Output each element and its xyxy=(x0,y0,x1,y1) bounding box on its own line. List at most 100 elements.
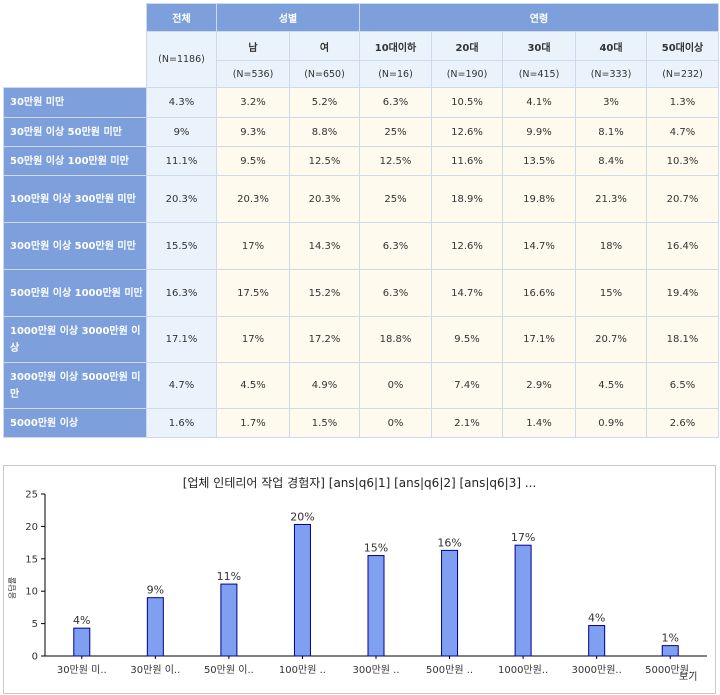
data-label: 1% xyxy=(661,632,678,645)
value-cell: 1.3% xyxy=(646,87,719,118)
value-cell: 15% xyxy=(575,269,647,317)
value-cell: 4.5% xyxy=(216,362,290,409)
value-cell: 18% xyxy=(575,222,647,270)
table-row: 5000만원 이상 1.6% 1.7% 1.5% 0% 2.1% 1.4% 0.9% 2.6% xyxy=(3,408,719,438)
value-cell: 5.2% xyxy=(289,87,360,118)
value-cell: 16.4% xyxy=(646,222,719,270)
value-cell: 4.5% xyxy=(575,362,647,409)
value-cell: 10.3% xyxy=(646,146,719,176)
row-label: 5000만원 이상 xyxy=(3,408,147,438)
bar xyxy=(146,597,164,657)
total-cell: 1.6% xyxy=(146,408,217,438)
bar xyxy=(588,625,606,657)
value-cell: 14.7% xyxy=(431,269,503,317)
value-cell: 19.8% xyxy=(502,175,576,223)
value-cell: 11.6% xyxy=(431,146,503,176)
header-sub-label: 여 xyxy=(289,31,360,61)
value-cell: 6.3% xyxy=(359,269,432,317)
header-sub-label: 40대 xyxy=(575,31,647,61)
value-cell: 3.2% xyxy=(216,87,290,118)
value-cell: 18.1% xyxy=(646,316,719,363)
value-cell: 17.5% xyxy=(216,269,290,317)
value-cell: 17% xyxy=(216,222,290,270)
value-cell: 15.2% xyxy=(289,269,360,317)
x-tick-label: 50만원 이.. xyxy=(204,664,254,676)
header-sub-label: 20대 xyxy=(431,31,503,61)
row-label: 500만원 이상 1000만원 미만 xyxy=(3,269,147,317)
value-cell: 9.3% xyxy=(216,117,290,147)
data-label: 20% xyxy=(290,510,314,523)
value-cell: 19.4% xyxy=(646,269,719,317)
value-cell: 25% xyxy=(359,117,432,147)
x-tick-label: 5000만원.. xyxy=(645,664,695,676)
table-row: 30만원 미만 4.3% 3.2% 5.2% 6.3% 10.5% 4.1% 3% 1.3% xyxy=(3,87,719,118)
value-cell: 21.3% xyxy=(575,175,647,223)
data-label: 9% xyxy=(147,584,164,597)
bar xyxy=(441,549,459,657)
value-cell: 25% xyxy=(359,175,432,223)
y-tick-label: 20 xyxy=(25,522,38,533)
total-cell: 16.3% xyxy=(146,269,217,317)
header-sub-label: 10대이하 xyxy=(359,31,432,61)
value-cell: 2.6% xyxy=(646,408,719,438)
total-cell: 17.1% xyxy=(146,316,217,363)
view-link[interactable]: 보기 xyxy=(679,672,698,683)
value-cell: 10.5% xyxy=(431,87,503,118)
header-total: 전체 xyxy=(146,3,217,32)
y-axis-label: 응답률 xyxy=(7,577,17,599)
header-total-n: (N=1186) xyxy=(146,31,217,88)
value-cell: 12.6% xyxy=(431,222,503,270)
x-tick-label: 300만원 .. xyxy=(352,664,399,676)
value-cell: 8.4% xyxy=(575,146,647,176)
value-cell: 16.6% xyxy=(502,269,576,317)
y-tick-label: 15 xyxy=(25,554,38,565)
value-cell: 18.8% xyxy=(359,316,432,363)
value-cell: 9.9% xyxy=(502,117,576,147)
value-cell: 0.9% xyxy=(575,408,647,438)
value-cell: 2.9% xyxy=(502,362,576,409)
value-cell: 1.7% xyxy=(216,408,290,438)
value-cell: 1.4% xyxy=(502,408,576,438)
header-sub-n: (N=333) xyxy=(575,60,647,88)
value-cell: 17.1% xyxy=(502,316,576,363)
data-label: 16% xyxy=(437,536,461,549)
value-cell: 2.1% xyxy=(431,408,503,438)
table-row: 500만원 이상 1000만원 미만 16.3% 17.5% 15.2% 6.3% 14.… xyxy=(3,269,719,317)
x-tick-label: 30만원 이.. xyxy=(130,664,180,676)
value-cell: 20.7% xyxy=(646,175,719,223)
table-corner xyxy=(3,3,147,88)
value-cell: 8.1% xyxy=(575,117,647,147)
header-sub-n: (N=536) xyxy=(216,60,290,88)
chart-panel: 0 5 10 15 20 25 응답률 4% 30만원 미.. 9% 30만원 이.. 11% 50만원… xyxy=(3,465,716,694)
value-cell: 7.4% xyxy=(431,362,503,409)
table-row: 50만원 이상 100만원 미만 11.1% 9.5% 12.5% 12.5% 11.6%… xyxy=(3,146,719,176)
data-label: 4% xyxy=(73,614,90,627)
crosstab-table: 전체 성별 연령 (N=1186) 남 여 10대이하 20대 30대 40대 … xyxy=(3,3,719,438)
x-tick-label: 30만원 미.. xyxy=(57,664,107,676)
bar xyxy=(73,627,91,657)
value-cell: 20.3% xyxy=(216,175,290,223)
y-tick-label: 10 xyxy=(25,587,38,598)
value-cell: 6.3% xyxy=(359,222,432,270)
header-sub-n: (N=190) xyxy=(431,60,503,88)
bar-chart: 0 5 10 15 20 25 응답률 4% 30만원 미.. 9% 30만원 이.. 11% 50만원… xyxy=(7,490,707,676)
value-cell: 4.7% xyxy=(646,117,719,147)
bar xyxy=(661,645,679,657)
header-sub-label: 남 xyxy=(216,31,290,61)
row-label: 30만원 이상 50만원 미만 xyxy=(3,117,147,147)
value-cell: 9.5% xyxy=(216,146,290,176)
header-gender: 성별 xyxy=(216,3,360,32)
value-cell: 13.5% xyxy=(502,146,576,176)
crosstab-body: 30만원 미만 4.3% 3.2% 5.2% 6.3% 10.5% 4.1% 3% 1.3% 30… xyxy=(3,87,719,438)
row-label: 30만원 미만 xyxy=(3,87,147,118)
value-cell: 12.6% xyxy=(431,117,503,147)
value-cell: 6.3% xyxy=(359,87,432,118)
value-cell: 14.3% xyxy=(289,222,360,270)
value-cell: 17.2% xyxy=(289,316,360,363)
value-cell: 14.7% xyxy=(502,222,576,270)
total-cell: 4.7% xyxy=(146,362,217,409)
x-tick-label: 100만원 .. xyxy=(279,664,326,676)
x-tick-label: 3000만원.. xyxy=(572,664,622,676)
data-label: 15% xyxy=(364,542,388,555)
bar xyxy=(514,544,532,657)
